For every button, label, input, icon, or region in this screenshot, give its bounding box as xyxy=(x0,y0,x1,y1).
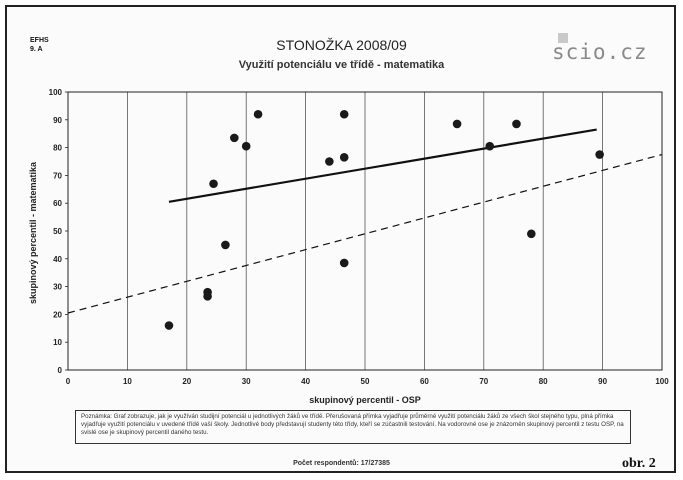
y-tick-label: 60 xyxy=(53,199,62,208)
average-trend-line xyxy=(67,153,663,314)
chart-title: STONOŽKA 2008/09 xyxy=(276,37,407,53)
x-tick-label: 50 xyxy=(361,377,370,386)
x-tick-label: 0 xyxy=(66,377,71,386)
y-tick-label: 40 xyxy=(53,255,62,264)
y-tick-label: 0 xyxy=(58,366,63,375)
data-point xyxy=(485,141,495,151)
data-point xyxy=(221,240,230,250)
respondents-count: Počet respondentů: 17/27385 xyxy=(293,460,390,467)
x-tick-label: 60 xyxy=(420,377,429,386)
data-point xyxy=(595,150,604,159)
y-tick-label: 20 xyxy=(53,310,62,319)
data-point xyxy=(203,287,212,297)
x-tick-label: 10 xyxy=(123,377,132,386)
data-point xyxy=(325,157,334,166)
y-tick-label: 70 xyxy=(53,171,62,180)
y-axis-label: skupinový percentil - matematika xyxy=(28,161,38,305)
data-point xyxy=(339,153,349,162)
data-point xyxy=(241,141,251,151)
y-tick-label: 90 xyxy=(53,116,62,125)
y-tick-label: 100 xyxy=(49,88,63,97)
data-point xyxy=(452,119,462,129)
x-tick-label: 40 xyxy=(301,377,310,386)
x-tick-label: 70 xyxy=(479,377,488,386)
chart-note: Poznámka: Graf zobrazuje, jak je využívá… xyxy=(75,410,631,444)
x-tick-label: 30 xyxy=(242,377,251,386)
y-tick-label: 80 xyxy=(53,144,62,153)
grid-lines xyxy=(127,92,603,370)
chart-subtitle: Využití potenciálu ve třídě - matematika xyxy=(238,59,445,71)
school-name: EFHS xyxy=(30,37,49,44)
x-tick-label: 100 xyxy=(655,377,669,386)
data-point xyxy=(339,109,349,119)
data-point xyxy=(230,133,239,143)
y-tick-label: 10 xyxy=(53,338,62,347)
x-axis-label: skupinový percentil - OSP xyxy=(309,395,421,405)
figure-label: obr. 2 xyxy=(622,456,656,471)
data-point xyxy=(339,258,349,268)
data-points xyxy=(164,109,604,330)
class-trend-line xyxy=(168,128,597,203)
x-tick-label: 80 xyxy=(539,377,548,386)
data-point xyxy=(209,179,218,189)
x-tick-label: 20 xyxy=(182,377,191,386)
y-tick-label: 30 xyxy=(53,283,62,292)
figure-frame xyxy=(5,5,676,473)
axis-ticks: 0 10 20 30 40 50 60 70 80 90 100 0 10 20 30 40 50 60 70 80 9… xyxy=(49,88,670,386)
data-point xyxy=(527,229,536,239)
x-tick-label: 90 xyxy=(598,377,607,386)
data-point xyxy=(512,119,521,129)
school-class-label: EFHS 9. A xyxy=(30,36,49,54)
data-point xyxy=(164,321,174,330)
scio-logo: scio.cz xyxy=(552,40,648,64)
logo-mark-icon xyxy=(558,33,568,43)
trend-lines xyxy=(67,128,663,314)
y-tick-label: 50 xyxy=(53,227,62,236)
data-point xyxy=(253,109,263,119)
class-name: 9. A xyxy=(30,46,43,53)
